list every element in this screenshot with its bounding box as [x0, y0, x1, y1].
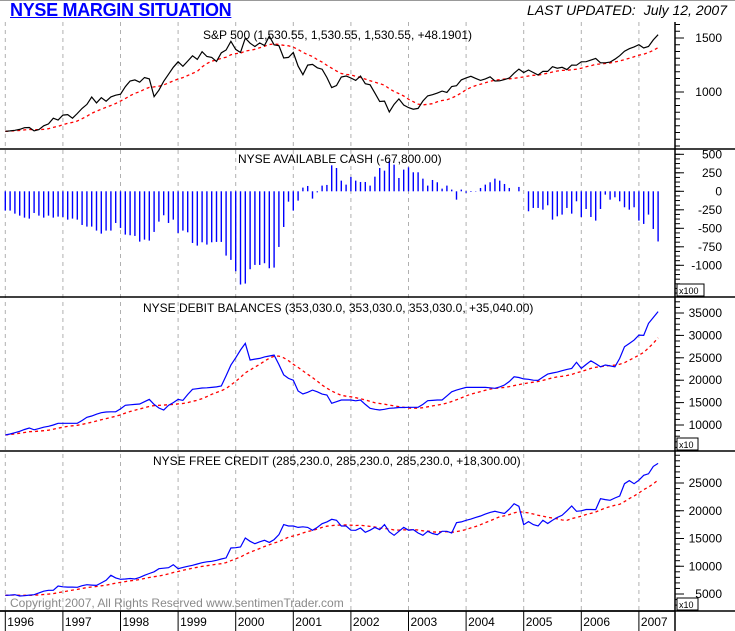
last-updated-date: July 12, 2007: [643, 2, 727, 18]
y-tick-label: 1000: [695, 85, 722, 99]
y-tick-label: 5000: [695, 587, 722, 601]
x-tick-label: 1997: [65, 615, 92, 629]
cash-panel-title: NYSE AVAILABLE CASH (-67,800.00): [238, 152, 442, 166]
x-tick-label: 2003: [411, 615, 438, 629]
x-tick-label: 2006: [583, 615, 610, 629]
y-tick-label: 25000: [689, 351, 723, 365]
copyright-text: Copyright 2007, All Rights Reserved www.…: [10, 596, 344, 610]
y-tick-label: 500: [702, 147, 722, 161]
year-gridlines: [4, 22, 640, 611]
scale-multiplier-box: [676, 597, 699, 611]
sp500-panel: [0, 34, 735, 150]
free-credit-line: [5, 462, 659, 597]
free-credit-moving-average-line: [5, 479, 659, 596]
y-tick-label: 25000: [689, 476, 723, 490]
y-tick-label: -500: [698, 221, 722, 235]
right-axis: 1500 1000 500 250 0 -250 -500 -750 -1000 x100 3500…: [674, 22, 723, 631]
y-tick-label: 35000: [689, 306, 723, 320]
x-tick-label: 1996: [7, 615, 34, 629]
debit-balances-panel: [0, 311, 735, 452]
scale-multiplier-label: x100: [679, 286, 699, 296]
y-tick-label: 1500: [695, 31, 722, 45]
x-tick-label: 2001: [295, 615, 322, 629]
scale-multiplier-box: [676, 437, 699, 451]
y-tick-label: -250: [698, 203, 722, 217]
x-tick-label: 2005: [526, 615, 553, 629]
sp500-line: [5, 34, 659, 132]
y-tick-label: 0: [715, 184, 722, 198]
y-tick-label: 20000: [689, 373, 723, 387]
debit-panel-title: NYSE DEBIT BALANCES (353,030.0, 353,030.…: [143, 301, 533, 315]
available-cash-panel: [0, 160, 735, 298]
y-tick-label: 30000: [689, 328, 723, 342]
x-tick-label: 2007: [641, 615, 668, 629]
last-updated: LAST UPDATED: July 12, 2007: [519, 2, 727, 18]
debit-balances-line: [5, 311, 659, 436]
sp500-panel-title: S&P 500 (1,530.55, 1,530.55, 1,530.55, +…: [203, 28, 472, 42]
page-title: NYSE MARGIN SITUATION: [10, 0, 232, 20]
sp500-moving-average-line: [5, 43, 659, 132]
x-axis: 1996 1997 1998 1999 2000 2001 2002 2003 2004 2005…: [0, 610, 675, 631]
free-credit-panel: [0, 462, 735, 612]
y-tick-label: -1000: [691, 258, 722, 272]
x-tick-label: 1998: [123, 615, 150, 629]
last-updated-label: LAST UPDATED:: [527, 2, 636, 18]
x-tick-label: 2002: [353, 615, 380, 629]
credit-panel-title: NYSE FREE CREDIT (285,230.0, 285,230.0, …: [153, 454, 521, 468]
scale-multiplier-box: [676, 283, 705, 297]
y-tick-label: 15000: [689, 396, 723, 410]
y-tick-label: 20000: [689, 504, 723, 518]
y-tick-label: -750: [698, 240, 722, 254]
y-tick-label: 10000: [689, 559, 723, 573]
y-tick-label: 250: [702, 166, 722, 180]
y-tick-label: 10000: [689, 418, 723, 432]
scale-multiplier-label: x10: [679, 440, 694, 450]
x-tick-label: 2004: [468, 615, 495, 629]
panels: [0, 34, 735, 612]
x-tick-label: 2000: [238, 615, 265, 629]
y-tick-label: 15000: [689, 532, 723, 546]
debit-balances-moving-average-line: [5, 337, 659, 436]
scale-multiplier-label: x10: [679, 600, 694, 610]
x-tick-label: 1999: [180, 615, 207, 629]
